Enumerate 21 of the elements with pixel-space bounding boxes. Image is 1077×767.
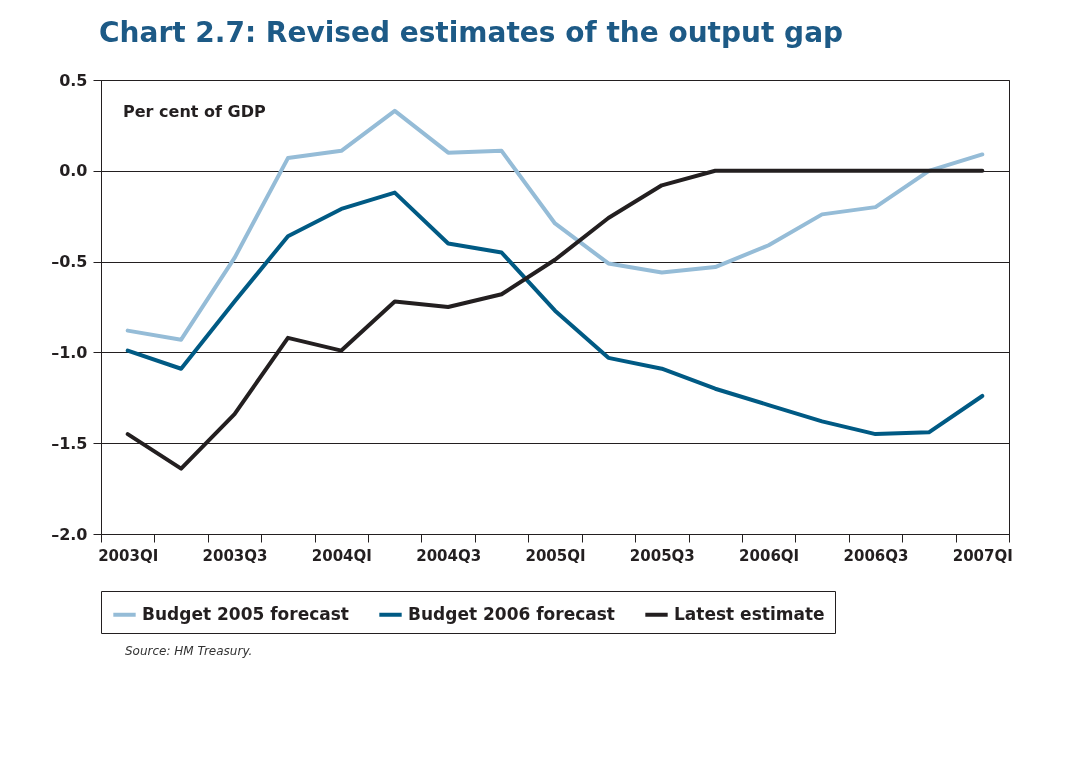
y-tick-label: –1.0 xyxy=(51,342,88,362)
x-tick-label: 2006Q3 xyxy=(843,546,909,565)
x-tick-label: 2006QI xyxy=(739,546,800,565)
y-tick-label: –1.5 xyxy=(51,433,88,453)
x-tick-label: 2005Q3 xyxy=(629,546,695,565)
chart-title: Chart 2.7: Revised estimates of the output gap xyxy=(99,16,844,49)
y-tick-label: 0.0 xyxy=(59,161,88,181)
legend-label: Latest estimate xyxy=(674,603,825,624)
x-tick-label: 2004QI xyxy=(311,546,372,565)
y-tick-label: 0.5 xyxy=(59,70,88,90)
source-note: Source: HM Treasury. xyxy=(125,644,254,658)
x-tick-label: 2003Q3 xyxy=(202,546,268,565)
x-tick-label: 2003QI xyxy=(98,546,159,565)
y-tick-label: –2.0 xyxy=(51,524,88,544)
y-tick-label: –0.5 xyxy=(51,252,88,272)
legend-label: Budget 2006 forecast xyxy=(408,603,615,624)
x-tick-label: 2004Q3 xyxy=(416,546,482,565)
legend-label: Budget 2005 forecast xyxy=(142,603,349,624)
y-axis-title: Per cent of GDP xyxy=(123,102,266,121)
x-tick-label: 2007QI xyxy=(952,546,1013,565)
x-tick-label: 2005QI xyxy=(525,546,586,565)
